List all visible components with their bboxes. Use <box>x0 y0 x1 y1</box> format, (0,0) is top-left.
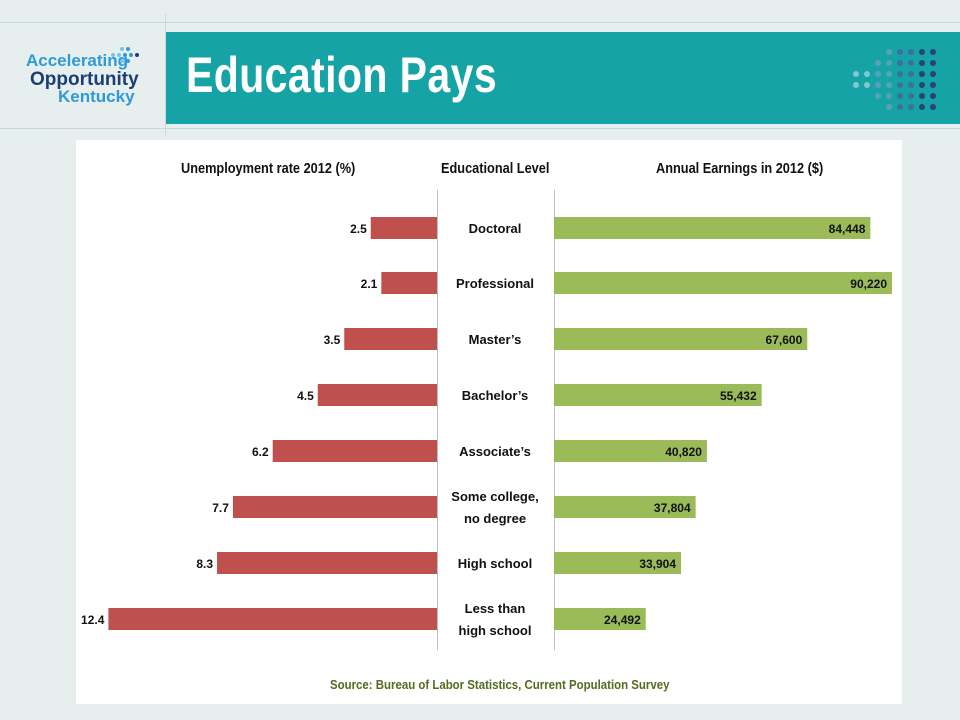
earnings-bar <box>554 552 682 574</box>
earnings-bar <box>554 272 892 294</box>
title-banner: Education Pays <box>166 32 960 124</box>
banner-dot <box>853 82 859 88</box>
banner-dot <box>875 71 881 77</box>
banner-dot <box>919 60 925 66</box>
banner-dot <box>886 93 892 99</box>
education-level-label: Associate’s <box>459 444 531 459</box>
banner-dot <box>853 71 859 77</box>
banner-dot <box>930 49 936 55</box>
unemployment-value-label: 12.4 <box>81 613 105 627</box>
education-level-header: Educational Level <box>441 160 550 177</box>
education-level-label: High school <box>458 556 532 571</box>
banner-dot <box>908 82 914 88</box>
banner-dot <box>897 104 903 110</box>
banner-dot <box>930 82 936 88</box>
earnings-bar <box>554 608 646 630</box>
banner-dot <box>886 49 892 55</box>
logo-arrow-icon <box>111 47 139 63</box>
unemployment-bar <box>272 440 437 462</box>
education-level-label: Doctoral <box>469 221 522 236</box>
banner-dot <box>930 104 936 110</box>
banner-dot <box>908 93 914 99</box>
education-level-column <box>437 190 555 650</box>
header-rule-bottom <box>0 128 960 129</box>
header-divider <box>165 14 166 136</box>
banner-dot <box>919 104 925 110</box>
banner-dot <box>875 60 881 66</box>
earnings-header: Annual Earnings in 2012 ($) <box>656 160 824 177</box>
banner-dot <box>919 71 925 77</box>
earnings-value-label: 33,904 <box>639 557 676 571</box>
earnings-value-label: 37,804 <box>654 501 691 515</box>
banner-dot <box>875 93 881 99</box>
unemployment-bar <box>370 217 437 239</box>
source-note: Source: Bureau of Labor Statistics, Curr… <box>330 677 670 692</box>
banner-dot <box>864 71 870 77</box>
accelerating-opportunity-logo: Accelerating Opportunity Kentucky <box>0 30 165 126</box>
unemployment-value-label: 4.5 <box>297 389 314 403</box>
banner-dot <box>919 82 925 88</box>
logo-line-3: Kentucky <box>58 87 135 106</box>
banner-dot <box>897 71 903 77</box>
banner-dot <box>886 82 892 88</box>
banner-dot <box>897 93 903 99</box>
unemployment-bar <box>108 608 438 630</box>
earnings-value-label: 40,820 <box>665 445 702 459</box>
unemployment-bar <box>317 384 437 406</box>
earnings-value-label: 24,492 <box>604 613 641 627</box>
page-title: Education Pays <box>186 47 498 103</box>
education-level-label: Some college, <box>451 489 538 504</box>
banner-dot <box>897 82 903 88</box>
unemployment-value-label: 7.7 <box>212 501 229 515</box>
unemployment-bar <box>232 496 437 518</box>
banner-dot <box>886 71 892 77</box>
education-level-label: Master’s <box>469 332 522 347</box>
logo-line-1: Accelerating <box>26 51 128 70</box>
banner-dot <box>930 60 936 66</box>
banner-dot <box>908 60 914 66</box>
earnings-bar <box>554 328 808 350</box>
logo-line-2: Opportunity <box>30 69 139 90</box>
banner-dot <box>919 49 925 55</box>
banner-dot <box>930 71 936 77</box>
banner-dot <box>886 60 892 66</box>
earnings-value-label: 90,220 <box>850 277 887 291</box>
banner-dot <box>875 82 881 88</box>
dot-pattern-icon <box>853 49 936 110</box>
banner-dot <box>908 71 914 77</box>
banner-dot <box>908 49 914 55</box>
earnings-value-label: 55,432 <box>720 389 757 403</box>
education-level-label: high school <box>459 623 532 638</box>
unemployment-bar <box>381 272 437 294</box>
education-level-label: no degree <box>464 511 526 526</box>
unemployment-value-label: 2.5 <box>350 222 367 236</box>
banner-dot <box>919 93 925 99</box>
unemployment-value-label: 3.5 <box>324 333 341 347</box>
earnings-bar <box>554 440 707 462</box>
unemployment-bar <box>344 328 437 350</box>
education-level-label: Bachelor’s <box>462 388 528 403</box>
earnings-bar <box>554 217 871 239</box>
banner-dot <box>886 104 892 110</box>
banner-dot <box>897 49 903 55</box>
earnings-value-label: 67,600 <box>766 333 803 347</box>
unemployment-bar <box>217 552 437 574</box>
unemployment-value-label: 2.1 <box>361 277 378 291</box>
banner-dot <box>930 93 936 99</box>
education-level-label: Professional <box>456 276 534 291</box>
header-rule-top <box>0 22 960 23</box>
unemployment-header: Unemployment rate 2012 (%) <box>181 160 356 177</box>
education-level-label: Less than <box>465 601 526 616</box>
earnings-bar <box>554 496 696 518</box>
banner-dot <box>897 60 903 66</box>
earnings-bar <box>554 384 762 406</box>
earnings-value-label: 84,448 <box>829 222 866 236</box>
banner-dot <box>908 104 914 110</box>
unemployment-value-label: 6.2 <box>252 445 269 459</box>
unemployment-value-label: 8.3 <box>196 557 213 571</box>
banner-dot <box>864 82 870 88</box>
